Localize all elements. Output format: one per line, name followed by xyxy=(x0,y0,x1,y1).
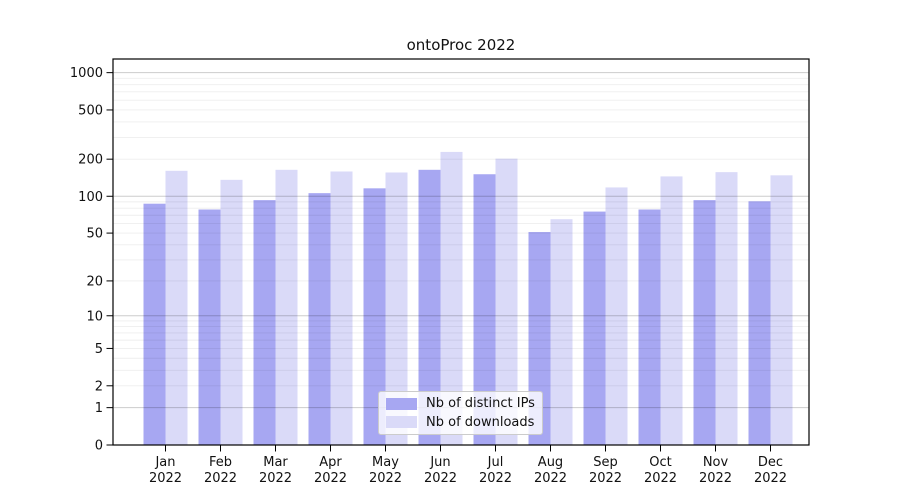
x-tick-label-year: 2022 xyxy=(369,471,402,486)
x-tick-label-year: 2022 xyxy=(149,471,182,486)
x-tick-label-month: Jun xyxy=(429,455,450,470)
y-tick-label: 500 xyxy=(78,103,103,118)
legend-label-downloads: Nb of downloads xyxy=(426,414,535,430)
legend-label-distinct-ips: Nb of distinct IPs xyxy=(426,396,535,412)
x-tick-label-year: 2022 xyxy=(589,471,622,486)
x-tick-label-month: Dec xyxy=(758,455,783,470)
x-tick-label-month: May xyxy=(372,455,399,470)
y-tick-label: 1000 xyxy=(70,66,103,81)
bar-downloads-nov xyxy=(715,172,738,445)
x-tick-label-year: 2022 xyxy=(754,471,787,486)
bar-downloads-apr xyxy=(330,171,353,446)
bar-distinct-ips-may xyxy=(363,188,386,445)
x-tick-label-year: 2022 xyxy=(479,471,512,486)
x-tick-label-month: Nov xyxy=(703,455,729,470)
bar-distinct-ips-mar xyxy=(253,200,276,445)
y-tick-label: 10 xyxy=(86,309,103,324)
y-tick-label: 2 xyxy=(95,379,103,394)
x-tick-label-month: Sep xyxy=(593,455,618,470)
x-tick-label-month: Oct xyxy=(649,455,671,470)
x-tick-label-year: 2022 xyxy=(204,471,237,486)
y-tick-label: 5 xyxy=(95,342,103,357)
bar-downloads-dec xyxy=(770,175,793,445)
x-tick-label-year: 2022 xyxy=(699,471,732,486)
x-tick-label-month: Aug xyxy=(538,455,563,470)
legend-item-downloads: Nb of downloads xyxy=(379,415,542,430)
x-tick-label-year: 2022 xyxy=(424,471,457,486)
chart-title: ontoProc 2022 xyxy=(406,36,516,54)
y-tick-label: 50 xyxy=(86,227,103,242)
bar-distinct-ips-nov xyxy=(693,200,716,445)
y-tick-label: 100 xyxy=(78,190,103,205)
x-tick-label-year: 2022 xyxy=(314,471,347,486)
bar-distinct-ips-jun xyxy=(418,169,441,445)
x-tick-label-month: Jul xyxy=(487,455,504,470)
bar-distinct-ips-jan xyxy=(143,203,166,445)
bar-distinct-ips-oct xyxy=(638,209,661,445)
bar-distinct-ips-sep xyxy=(583,211,606,445)
bar-distinct-ips-apr xyxy=(308,193,331,445)
bar-downloads-mar xyxy=(275,169,298,445)
bar-downloads-jan xyxy=(165,170,188,445)
y-tick-label: 1 xyxy=(95,401,103,416)
bar-distinct-ips-feb xyxy=(198,209,221,445)
bar-downloads-jun xyxy=(440,151,463,445)
bar-downloads-jul xyxy=(495,158,518,445)
bar-downloads-sep xyxy=(605,187,628,445)
bar-downloads-may xyxy=(385,172,408,446)
y-tick-label: 0 xyxy=(95,439,103,454)
legend-swatch-distinct-ips xyxy=(386,397,417,410)
x-tick-label-month: Feb xyxy=(209,455,232,470)
x-tick-label-year: 2022 xyxy=(644,471,677,486)
plot-frame xyxy=(112,58,810,446)
legend-item-distinct-ips: Nb of distinct IPs xyxy=(379,396,542,411)
bar-downloads-oct xyxy=(660,176,683,445)
legend-swatch-downloads xyxy=(386,416,417,429)
y-tick-label: 20 xyxy=(86,274,103,289)
x-tick-label-month: Jan xyxy=(154,455,175,470)
x-tick-label-month: Apr xyxy=(319,455,342,470)
x-tick-label-month: Mar xyxy=(263,455,288,470)
bar-downloads-feb xyxy=(220,179,243,445)
bar-distinct-ips-jul xyxy=(473,174,496,445)
x-tick-label-year: 2022 xyxy=(534,471,567,486)
legend: Nb of distinct IPs Nb of downloads xyxy=(378,391,543,435)
x-tick-label-year: 2022 xyxy=(259,471,292,486)
y-tick-label: 200 xyxy=(78,153,103,168)
bar-downloads-aug xyxy=(550,219,573,445)
bar-distinct-ips-dec xyxy=(748,201,771,445)
